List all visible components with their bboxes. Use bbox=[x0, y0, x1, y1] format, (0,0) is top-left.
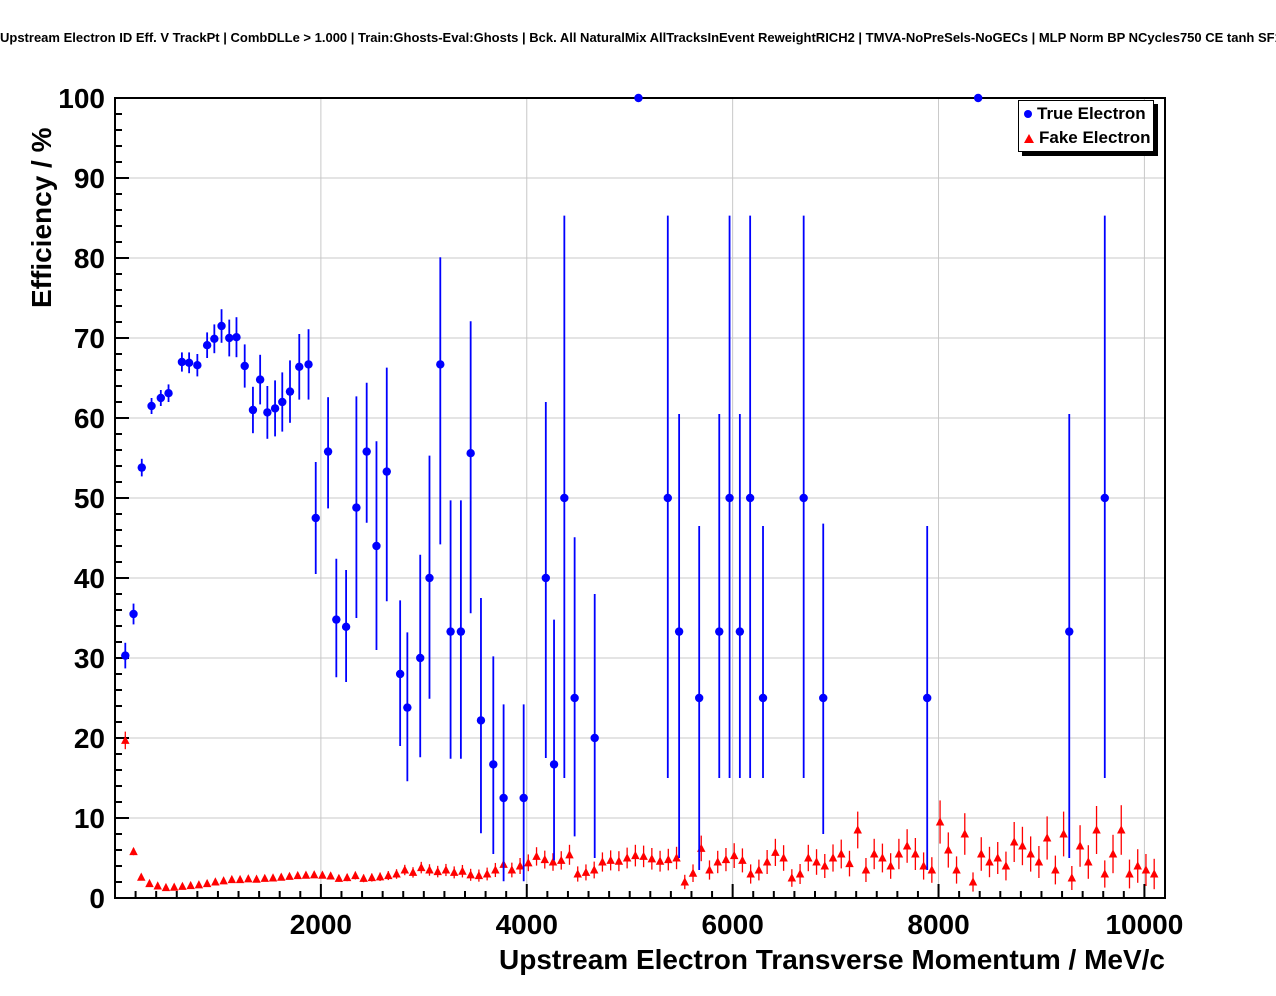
svg-text:40: 40 bbox=[74, 563, 105, 594]
x-tick-labels: 2000 4000 6000 8000 10000 bbox=[290, 909, 1184, 940]
svg-text:20: 20 bbox=[74, 723, 105, 754]
svg-text:70: 70 bbox=[74, 323, 105, 354]
legend-label-fake-electron: Fake Electron bbox=[1039, 128, 1151, 147]
x-axis-title: Upstream Electron Transverse Momentum / … bbox=[499, 944, 1165, 975]
svg-text:6000: 6000 bbox=[701, 909, 763, 940]
legend-entry-fake-electron: Fake Electron bbox=[1019, 126, 1153, 150]
plot-title: Upstream Electron ID Eff. V TrackPt | Co… bbox=[0, 30, 1276, 45]
y-tick-labels: 0 10 20 30 40 50 60 70 80 90 100 bbox=[58, 83, 105, 914]
svg-text:90: 90 bbox=[74, 163, 105, 194]
y-axis-title: Efficiency / % bbox=[26, 127, 57, 308]
svg-text:4000: 4000 bbox=[496, 909, 558, 940]
svg-text:100: 100 bbox=[58, 83, 105, 114]
svg-text:8000: 8000 bbox=[907, 909, 969, 940]
legend-label-true-electron: True Electron bbox=[1037, 104, 1146, 123]
svg-text:30: 30 bbox=[74, 643, 105, 674]
series-fake-electron bbox=[121, 731, 1159, 892]
svg-text:50: 50 bbox=[74, 483, 105, 514]
svg-text:10: 10 bbox=[74, 803, 105, 834]
svg-text:60: 60 bbox=[74, 403, 105, 434]
svg-text:10000: 10000 bbox=[1105, 909, 1183, 940]
fake-electron-marker-icon bbox=[1024, 133, 1034, 143]
svg-text:2000: 2000 bbox=[290, 909, 352, 940]
true-electron-marker-icon bbox=[1024, 110, 1032, 118]
svg-text:80: 80 bbox=[74, 243, 105, 274]
axis-ticks bbox=[114, 97, 1166, 899]
grid-lines bbox=[115, 98, 1165, 898]
series-true-electron bbox=[121, 93, 1109, 882]
svg-text:0: 0 bbox=[89, 883, 105, 914]
legend-entry-true-electron: True Electron bbox=[1019, 102, 1153, 126]
legend: True Electron Fake Electron bbox=[1018, 100, 1154, 152]
